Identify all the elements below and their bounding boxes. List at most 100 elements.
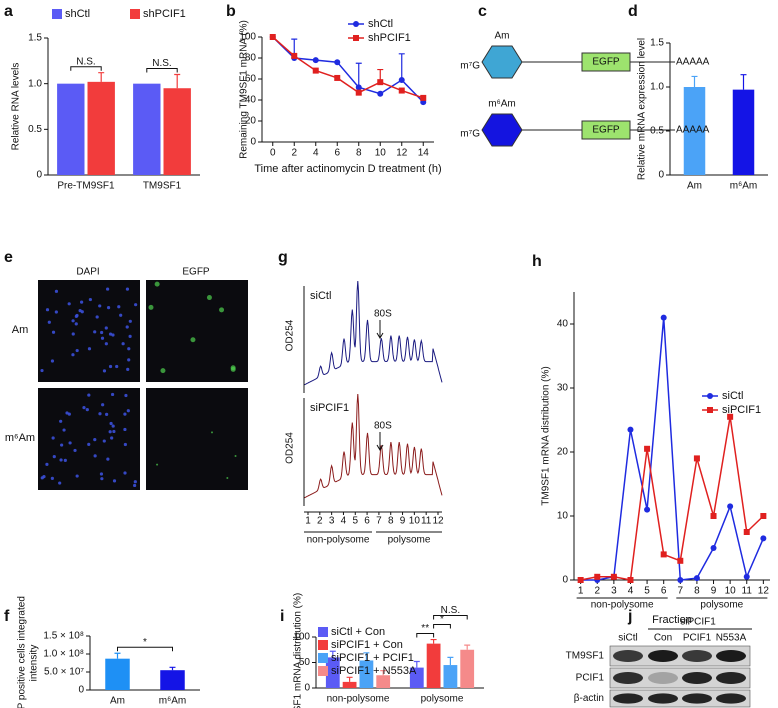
bar xyxy=(409,667,424,688)
point xyxy=(627,426,634,433)
column-label: DAPI xyxy=(76,267,99,278)
cell xyxy=(45,462,49,466)
x-tick-label: 6 xyxy=(661,586,667,597)
cell xyxy=(128,319,132,323)
bar xyxy=(342,681,357,688)
significance-label: N.S. xyxy=(152,58,171,69)
bar xyxy=(160,670,185,690)
y-axis-label: Remaining TM9SF1 mRNA (%) xyxy=(239,20,250,159)
cell xyxy=(124,393,128,398)
legend-label: shCtl xyxy=(368,18,393,30)
x-tick-label: 3 xyxy=(611,586,617,597)
legend-swatch xyxy=(318,666,328,676)
cell xyxy=(102,369,107,373)
cell xyxy=(219,307,225,313)
x-axis-label: Time after actinomycin D treatment (h) xyxy=(254,163,441,175)
significance-bracket xyxy=(416,633,435,638)
y-tick-label: 0.5 xyxy=(28,124,42,135)
cell xyxy=(87,347,92,351)
reporter-box xyxy=(581,52,631,72)
cell xyxy=(74,314,78,318)
x-tick-label: 10 xyxy=(375,148,387,159)
legend-swatch xyxy=(318,653,328,663)
error-bar xyxy=(430,638,437,644)
cell xyxy=(71,319,75,323)
legend-marker xyxy=(707,393,713,399)
point xyxy=(269,34,276,40)
reporter-label: EGFP xyxy=(592,125,620,136)
y-tick-label: 0 xyxy=(304,683,310,694)
cell xyxy=(108,430,112,434)
y-axis-label: Relative RNA levels xyxy=(11,63,22,151)
cell xyxy=(47,320,51,324)
bar xyxy=(359,660,374,688)
bar xyxy=(460,649,475,688)
error-bar xyxy=(98,72,105,82)
cell xyxy=(104,342,108,346)
cell xyxy=(95,315,99,319)
region-label: polysome xyxy=(388,535,431,546)
y-tick-label: 0 xyxy=(250,137,256,148)
y-tick-label: 50 xyxy=(299,657,311,668)
x-tick-label: 8 xyxy=(356,148,362,159)
point xyxy=(677,577,684,583)
y-tick-label: 30 xyxy=(557,383,569,394)
point xyxy=(377,79,384,86)
bar xyxy=(732,89,755,175)
point xyxy=(727,413,734,420)
x-tick-label: 7 xyxy=(678,586,684,597)
error-bar xyxy=(691,75,698,87)
cell xyxy=(226,477,229,480)
cell xyxy=(108,364,113,369)
blot-band xyxy=(648,672,678,684)
group-label: polysome xyxy=(700,600,743,611)
bar xyxy=(376,675,391,688)
cell xyxy=(40,368,44,373)
cell xyxy=(156,463,159,466)
error-bar xyxy=(464,644,471,650)
blot-band xyxy=(716,693,746,704)
point xyxy=(398,77,405,84)
blot-band xyxy=(648,650,678,662)
point xyxy=(677,557,684,564)
cell xyxy=(128,334,132,338)
cell xyxy=(123,427,127,432)
point xyxy=(727,503,734,510)
protein-label: PCIF1 xyxy=(576,673,605,684)
y-tick-label: 0 xyxy=(78,685,84,696)
bar xyxy=(426,643,441,688)
significance-label: * xyxy=(143,637,147,648)
y-tick-label: 40 xyxy=(245,95,257,106)
fraction-label: 5 xyxy=(352,516,358,527)
legend-label: siPCIF1 xyxy=(722,404,761,416)
cell xyxy=(52,455,56,459)
peak-label: 80S xyxy=(374,421,392,432)
cell xyxy=(100,477,104,481)
x-tick-label: Am xyxy=(687,181,702,192)
error-bar xyxy=(329,650,336,658)
cell xyxy=(115,364,119,369)
bar xyxy=(57,83,85,175)
cell xyxy=(54,289,59,293)
y-tick-label: 1.5 xyxy=(650,38,664,49)
cell xyxy=(112,429,116,434)
y-tick-label: 0 xyxy=(562,575,568,586)
x-tick-label: TM9SF1 xyxy=(143,181,182,192)
group-label: siPCIF1 xyxy=(680,617,716,628)
cell xyxy=(111,424,115,428)
blot-strip xyxy=(609,667,751,689)
significance-bracket xyxy=(433,624,451,629)
x-tick-label: m⁶Am xyxy=(730,181,757,192)
bar xyxy=(133,83,161,175)
cap-prefix: m⁷G xyxy=(460,61,480,72)
cell xyxy=(109,421,113,426)
point xyxy=(377,90,384,97)
y-axis-label: EGFP positive cells integrated xyxy=(17,596,28,708)
panel-label: a xyxy=(4,3,13,20)
x-tick-label: 8 xyxy=(694,586,700,597)
cell xyxy=(59,458,63,462)
y-tick-label: 1.0 × 10⁸ xyxy=(43,649,84,660)
bar xyxy=(683,87,706,175)
cell xyxy=(75,474,79,478)
